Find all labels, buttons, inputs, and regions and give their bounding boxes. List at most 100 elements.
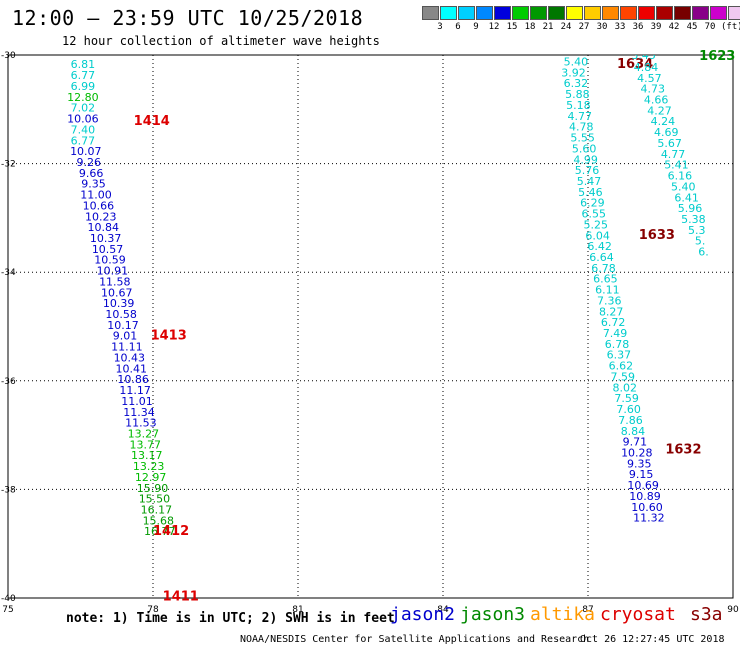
- swh-point-label: 4.24: [651, 115, 676, 128]
- color-swatch: [584, 6, 601, 20]
- color-swatch: [530, 6, 547, 20]
- color-swatch: [422, 6, 439, 20]
- swh-point-label: 10.69: [627, 479, 659, 492]
- color-scale-label: 12: [488, 22, 500, 32]
- swh-point-label: 4.84: [634, 61, 659, 74]
- color-scale-label: 42: [668, 22, 680, 32]
- color-scale-label: 15: [506, 22, 518, 32]
- swh-point-label: 11.00: [80, 189, 112, 202]
- swh-point-label: 13.23: [133, 460, 165, 473]
- pass-number-label: 1634: [617, 57, 653, 72]
- swh-point-label: 10.57: [92, 243, 124, 256]
- swh-point-label: 13.27: [128, 427, 160, 440]
- swh-point-label: 5.88: [565, 88, 590, 101]
- color-scale-swatches: [422, 6, 740, 20]
- y-tick-label: -40: [1, 594, 16, 604]
- color-swatch: [638, 6, 655, 20]
- swh-point-label: 10.41: [116, 362, 148, 375]
- swh-point-label: 10.91: [97, 265, 129, 278]
- swh-point-label: 7.59: [611, 370, 636, 383]
- y-tick-label: -36: [1, 377, 16, 387]
- x-tick-label: 84: [437, 605, 449, 615]
- color-scale-label: 27: [578, 22, 590, 32]
- swh-point-label: 6.81: [71, 58, 96, 71]
- swh-point-label: 4.69: [654, 126, 679, 139]
- swh-point-label: 5.67: [657, 137, 682, 150]
- swh-point-label: 15.68: [143, 514, 175, 527]
- color-scale-label: 6: [455, 22, 461, 32]
- swh-point-label: 9.66: [79, 167, 104, 180]
- swh-point-label: 10.23: [85, 210, 117, 223]
- color-swatch: [476, 6, 493, 20]
- swh-point-label: 6.78: [591, 262, 616, 275]
- color-swatch: [656, 6, 673, 20]
- swh-point-label: 10.89: [629, 490, 661, 503]
- page-subtitle: 12 hour collection of altimeter wave hei…: [62, 34, 380, 48]
- swh-point-label: 11.11: [111, 341, 143, 354]
- color-swatch: [710, 6, 727, 20]
- color-swatch: [620, 6, 637, 20]
- color-swatch: [602, 6, 619, 20]
- x-tick-label: 90: [727, 605, 739, 615]
- pass-number-label: 1414: [134, 114, 170, 129]
- swh-point-label: 4.73: [641, 83, 666, 96]
- swh-point-label: 16.17: [141, 503, 173, 516]
- swh-point-label: 6.64: [589, 251, 614, 264]
- swh-point-label: 7.60: [616, 403, 641, 416]
- pass-number-label: 1411: [163, 589, 199, 604]
- swh-point-label: 5.3: [688, 224, 706, 237]
- color-swatch: [674, 6, 691, 20]
- credit-text: NOAA/NESDIS Center for Satellite Applica…: [240, 634, 590, 645]
- swh-point-label: 10.06: [67, 113, 99, 126]
- swh-point-label: 10.17: [107, 319, 139, 332]
- pass-number-label: 1633: [639, 228, 675, 243]
- y-tick-label: -32: [1, 160, 16, 170]
- swh-point-label: 6.72: [601, 316, 626, 329]
- swh-point-label: 6.55: [582, 208, 607, 221]
- swh-point-label: 6.62: [609, 360, 634, 373]
- x-tick-label: 78: [147, 605, 159, 615]
- color-scale-label: 3: [437, 22, 443, 32]
- swh-point-label: 4.57: [637, 72, 662, 85]
- swh-point-label: 9.71: [623, 436, 648, 449]
- color-swatch: [440, 6, 457, 20]
- swh-point-label: 9.35: [627, 457, 652, 470]
- swh-point-label: 10.67: [101, 286, 133, 299]
- swh-point-label: 5.46: [578, 186, 603, 199]
- legend-jason3: jason3: [460, 604, 526, 625]
- page-title: 12:00 – 23:59 UTC 10/25/2018: [12, 6, 364, 30]
- swh-point-label: 3.45: [631, 49, 656, 62]
- swh-point-label: 6.16: [668, 170, 693, 183]
- swh-point-label: 4.77: [568, 110, 593, 123]
- color-swatch: [494, 6, 511, 20]
- color-swatch: [692, 6, 709, 20]
- color-scale-label: 9: [473, 22, 479, 32]
- swh-point-label: 9.01: [113, 330, 138, 343]
- units-note: note: 1) Time is in UTC; 2) SWH is in fe…: [66, 611, 395, 626]
- color-scale-label: 39: [650, 22, 662, 32]
- swh-point-label: 9.26: [76, 156, 101, 169]
- swh-point-label: 11.01: [121, 395, 153, 408]
- swh-point-label: 6.42: [587, 240, 612, 253]
- swh-point-label: 6.77: [71, 134, 96, 147]
- color-scale-label: 70: [704, 22, 716, 32]
- swh-point-label: 6.11: [595, 284, 620, 297]
- swh-point-label: 8.02: [612, 381, 637, 394]
- swh-point-label: 3.92: [561, 66, 586, 79]
- swh-point-label: 4.66: [644, 94, 669, 107]
- y-tick-label: -30: [1, 51, 16, 61]
- swh-point-label: 15.50: [139, 493, 171, 506]
- color-swatch: [512, 6, 529, 20]
- swh-point-label: 5.96: [678, 202, 703, 215]
- swh-point-label: 8.84: [621, 425, 646, 438]
- swh-point-label: 5.: [695, 235, 706, 248]
- plot-frame: [7, 54, 734, 599]
- pass-number-label: 1412: [153, 524, 189, 539]
- color-scale-label: 18: [524, 22, 536, 32]
- swh-point-label: 10.60: [631, 501, 663, 514]
- color-swatch: [548, 6, 565, 20]
- pass-number-label: 1623: [699, 49, 735, 64]
- swh-point-label: 7.36: [597, 294, 622, 307]
- color-scale-label: 36: [632, 22, 644, 32]
